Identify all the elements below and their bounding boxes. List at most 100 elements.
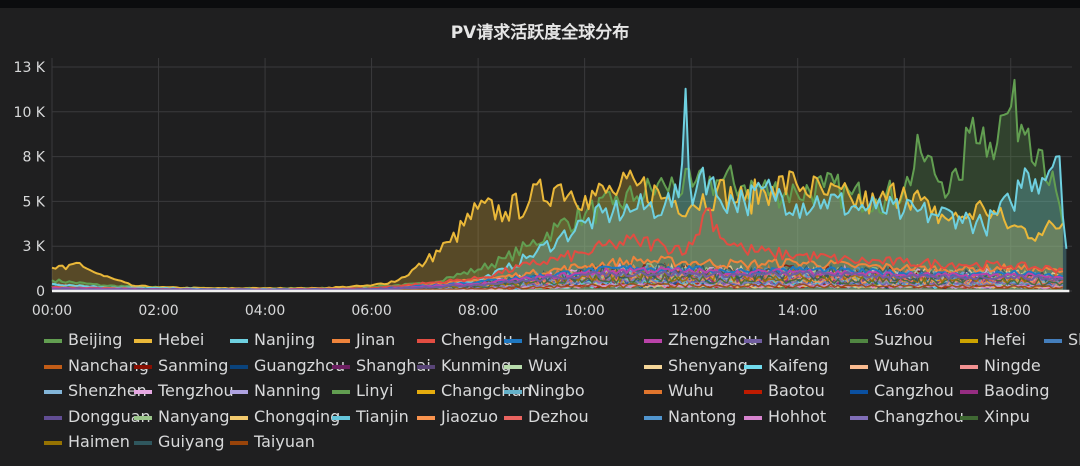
legend-swatch	[230, 441, 248, 445]
x-tick-label: 00:00	[32, 303, 72, 319]
legend-swatch	[850, 364, 868, 369]
legend-swatch	[960, 415, 978, 420]
legend-swatch	[332, 339, 350, 343]
legend-label: Ningbo	[528, 381, 585, 400]
legend-swatch	[134, 339, 152, 343]
legend-swatch	[504, 339, 522, 343]
legend-swatch	[504, 415, 522, 420]
legend-label: Haimen	[68, 432, 130, 451]
legend-label: Changzhou	[874, 406, 964, 426]
series-area-beijing	[52, 79, 1063, 292]
legend-label: Wuhan	[874, 355, 930, 375]
legend-label: Baotou	[768, 381, 825, 400]
legend-label: Hebei	[158, 330, 205, 349]
legend-label: Dezhou	[528, 406, 589, 426]
legend-swatch	[44, 441, 62, 445]
legend-swatch	[504, 390, 522, 394]
legend-label: Chengdu	[441, 330, 513, 349]
chart-title: PV请求活跃度全球分布	[450, 23, 630, 43]
legend-label: Jinan	[356, 330, 396, 349]
top-bar	[0, 0, 1080, 8]
legend-swatch	[850, 415, 868, 420]
legend-swatch	[417, 390, 435, 394]
x-tick-label: 14:00	[778, 303, 818, 319]
legend: Beijing Hebei Nanjing Jinan Chengdu Hangzhou Z…	[44, 328, 1080, 462]
legend-swatch	[230, 339, 248, 343]
legend-label: Kaifeng	[768, 355, 829, 375]
legend-label: Taiyuan	[254, 432, 315, 451]
legend-swatch	[960, 390, 978, 394]
legend-swatch	[230, 415, 248, 420]
legend-label: Handan	[768, 330, 831, 349]
legend-swatch	[644, 415, 662, 420]
x-tick-label: 04:00	[245, 303, 285, 319]
x-tick-label: 12:00	[671, 303, 711, 319]
y-tick-label: 0	[36, 284, 45, 300]
legend-label: Shiji	[1068, 330, 1080, 349]
legend-label: Guangzhou	[254, 355, 346, 375]
legend-label: Nanchang	[68, 355, 149, 375]
legend-label: Hangzhou	[528, 330, 609, 349]
legend-swatch	[744, 390, 762, 394]
legend-label: Baoding	[984, 381, 1050, 400]
legend-label: Suzhou	[874, 330, 933, 349]
legend-label: Beijing	[68, 330, 123, 349]
legend-label: Zhengzhou	[668, 330, 758, 349]
legend-label: Jiaozuo	[441, 406, 499, 426]
legend-swatch	[744, 364, 762, 369]
legend-swatch	[44, 390, 62, 394]
legend-swatch	[850, 390, 868, 394]
legend-label: Sanming	[158, 355, 229, 375]
legend-label: Shanghai	[356, 355, 431, 375]
legend-swatch	[644, 390, 662, 394]
chart-plot: 0 3 K 5 K 8 K 10 K 13 K 00:00 02:00 04:00 06:00 08…	[14, 58, 1072, 319]
legend-label: Nanning	[254, 381, 321, 400]
legend-swatch	[134, 364, 152, 369]
legend-label: Cangzhou	[874, 381, 954, 400]
graph-panel	[0, 8, 1080, 466]
legend-swatch	[504, 364, 522, 369]
legend-swatch	[332, 364, 350, 369]
y-tick-label: 5 K	[22, 194, 45, 210]
legend-swatch	[44, 415, 62, 420]
legend-swatch	[230, 364, 248, 369]
legend-label: Shenzhen	[68, 381, 147, 400]
legend-label: Dongguan	[68, 406, 151, 426]
legend-label: Linyi	[356, 381, 394, 400]
legend-label: Tengzhou	[158, 381, 234, 400]
legend-swatch	[960, 339, 978, 343]
legend-swatch	[744, 339, 762, 343]
x-tick-label: 06:00	[351, 303, 391, 319]
y-tick-label: 3 K	[22, 239, 45, 255]
legend-label: Ningde	[984, 355, 1041, 375]
legend-label: Changchun	[441, 381, 532, 400]
x-tick-label: 08:00	[458, 303, 498, 319]
legend-swatch	[44, 339, 62, 343]
legend-swatch	[230, 390, 248, 394]
legend-swatch	[134, 390, 152, 394]
legend-swatch	[417, 339, 435, 343]
legend-label: Wuhu	[668, 381, 714, 400]
legend-label: Hefei	[984, 330, 1026, 349]
x-tick-label: 16:00	[884, 303, 924, 319]
x-tick-label: 18:00	[991, 303, 1031, 319]
y-tick-label: 10 K	[14, 105, 46, 121]
legend-label: Nanyang	[158, 406, 230, 426]
x-tick-label: 02:00	[138, 303, 178, 319]
legend-swatch	[644, 364, 662, 369]
y-tick-label: 13 K	[14, 60, 46, 76]
legend-swatch	[417, 364, 435, 369]
legend-label: Guiyang	[158, 432, 225, 451]
legend-label: Nantong	[668, 406, 737, 426]
y-tick-label: 8 K	[22, 150, 45, 166]
legend-swatch	[44, 364, 62, 369]
legend-swatch	[644, 339, 662, 343]
legend-label: Wuxi	[528, 355, 568, 375]
legend-swatch	[134, 415, 152, 420]
legend-swatch	[850, 339, 868, 343]
legend-label: Kunming	[441, 355, 512, 375]
legend-label: Shenyang	[668, 355, 748, 375]
legend-swatch	[332, 390, 350, 394]
legend-label: Tianjin	[356, 406, 409, 426]
legend-swatch	[332, 415, 350, 420]
